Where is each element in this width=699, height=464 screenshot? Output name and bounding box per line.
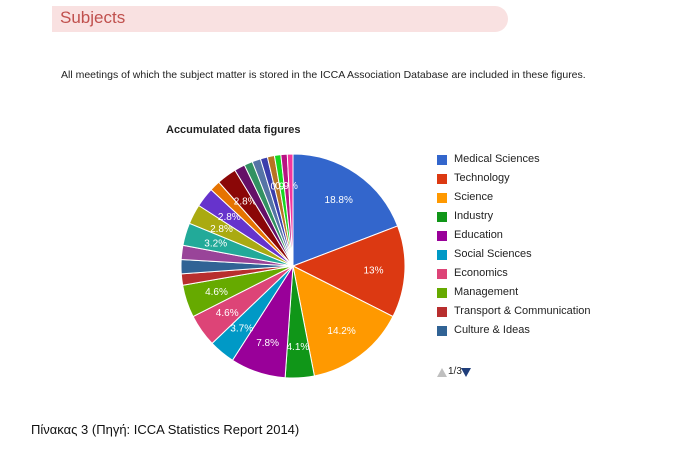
- legend-label: Medical Sciences: [454, 153, 540, 165]
- pie-slice[interactable]: [292, 153, 399, 267]
- slice-label: 4.1%: [287, 342, 310, 353]
- intro-text: All meetings of which the subject matter…: [61, 69, 586, 81]
- legend-swatch: [437, 212, 447, 222]
- slice-label: 18.8%: [325, 195, 353, 206]
- legend-label: Science: [454, 191, 494, 203]
- legend-label: Transport & Communication: [454, 305, 591, 317]
- slice-label: 14.2%: [327, 326, 355, 337]
- triangle-down-icon[interactable]: [461, 368, 471, 377]
- legend-label: Industry: [454, 210, 494, 222]
- triangle-up-icon[interactable]: [437, 368, 447, 377]
- legend-swatch: [437, 193, 447, 203]
- slice-label: 4.6%: [205, 287, 228, 298]
- legend-swatch: [437, 269, 447, 279]
- legend-swatch: [437, 250, 447, 260]
- pager-text: 1/3: [448, 366, 462, 377]
- section-header: Subjects: [52, 6, 508, 32]
- figure-caption: Πίνακας 3 (Πηγή: ICCA Statistics Report …: [31, 422, 300, 437]
- legend-label: Technology: [454, 172, 510, 184]
- pie-chart[interactable]: 18.8% 13% 14.2% 4.1% 7.8%3.7% 4.6% 4.6% 3.2% 2.8…: [170, 148, 420, 388]
- slice-label: 0.9%: [271, 182, 294, 193]
- slice-label: 3.2%: [204, 239, 227, 250]
- pie-slice[interactable]: [291, 225, 406, 318]
- slice-label: 2.8%: [210, 224, 233, 235]
- legend-swatch: [437, 231, 447, 241]
- legend-swatch: [437, 307, 447, 317]
- legend-label: Management: [454, 286, 519, 298]
- legend-swatch: [437, 155, 447, 165]
- slice-label: 0.9%: [275, 181, 298, 192]
- slice-label: 2.8%: [218, 212, 241, 223]
- chart-title: Accumulated data figures: [166, 124, 301, 136]
- slice-label: 4.6%: [216, 308, 239, 319]
- slice-label: 3.7%: [230, 324, 253, 335]
- legend-swatch: [437, 288, 447, 298]
- legend-label: Culture & Ideas: [454, 324, 530, 336]
- legend-swatch: [437, 174, 447, 184]
- slice-label: 13%: [363, 266, 383, 277]
- legend-label: Social Sciences: [454, 248, 532, 260]
- legend-swatch: [437, 326, 447, 336]
- pie-slice[interactable]: [286, 153, 294, 267]
- legend-label: Economics: [454, 267, 508, 279]
- slice-label: 7.8%: [256, 338, 279, 349]
- pie-slice[interactable]: [292, 265, 394, 377]
- slice-label: 2.8%: [234, 197, 257, 208]
- legend-label: Education: [454, 229, 503, 241]
- section-title: Subjects: [60, 8, 126, 27]
